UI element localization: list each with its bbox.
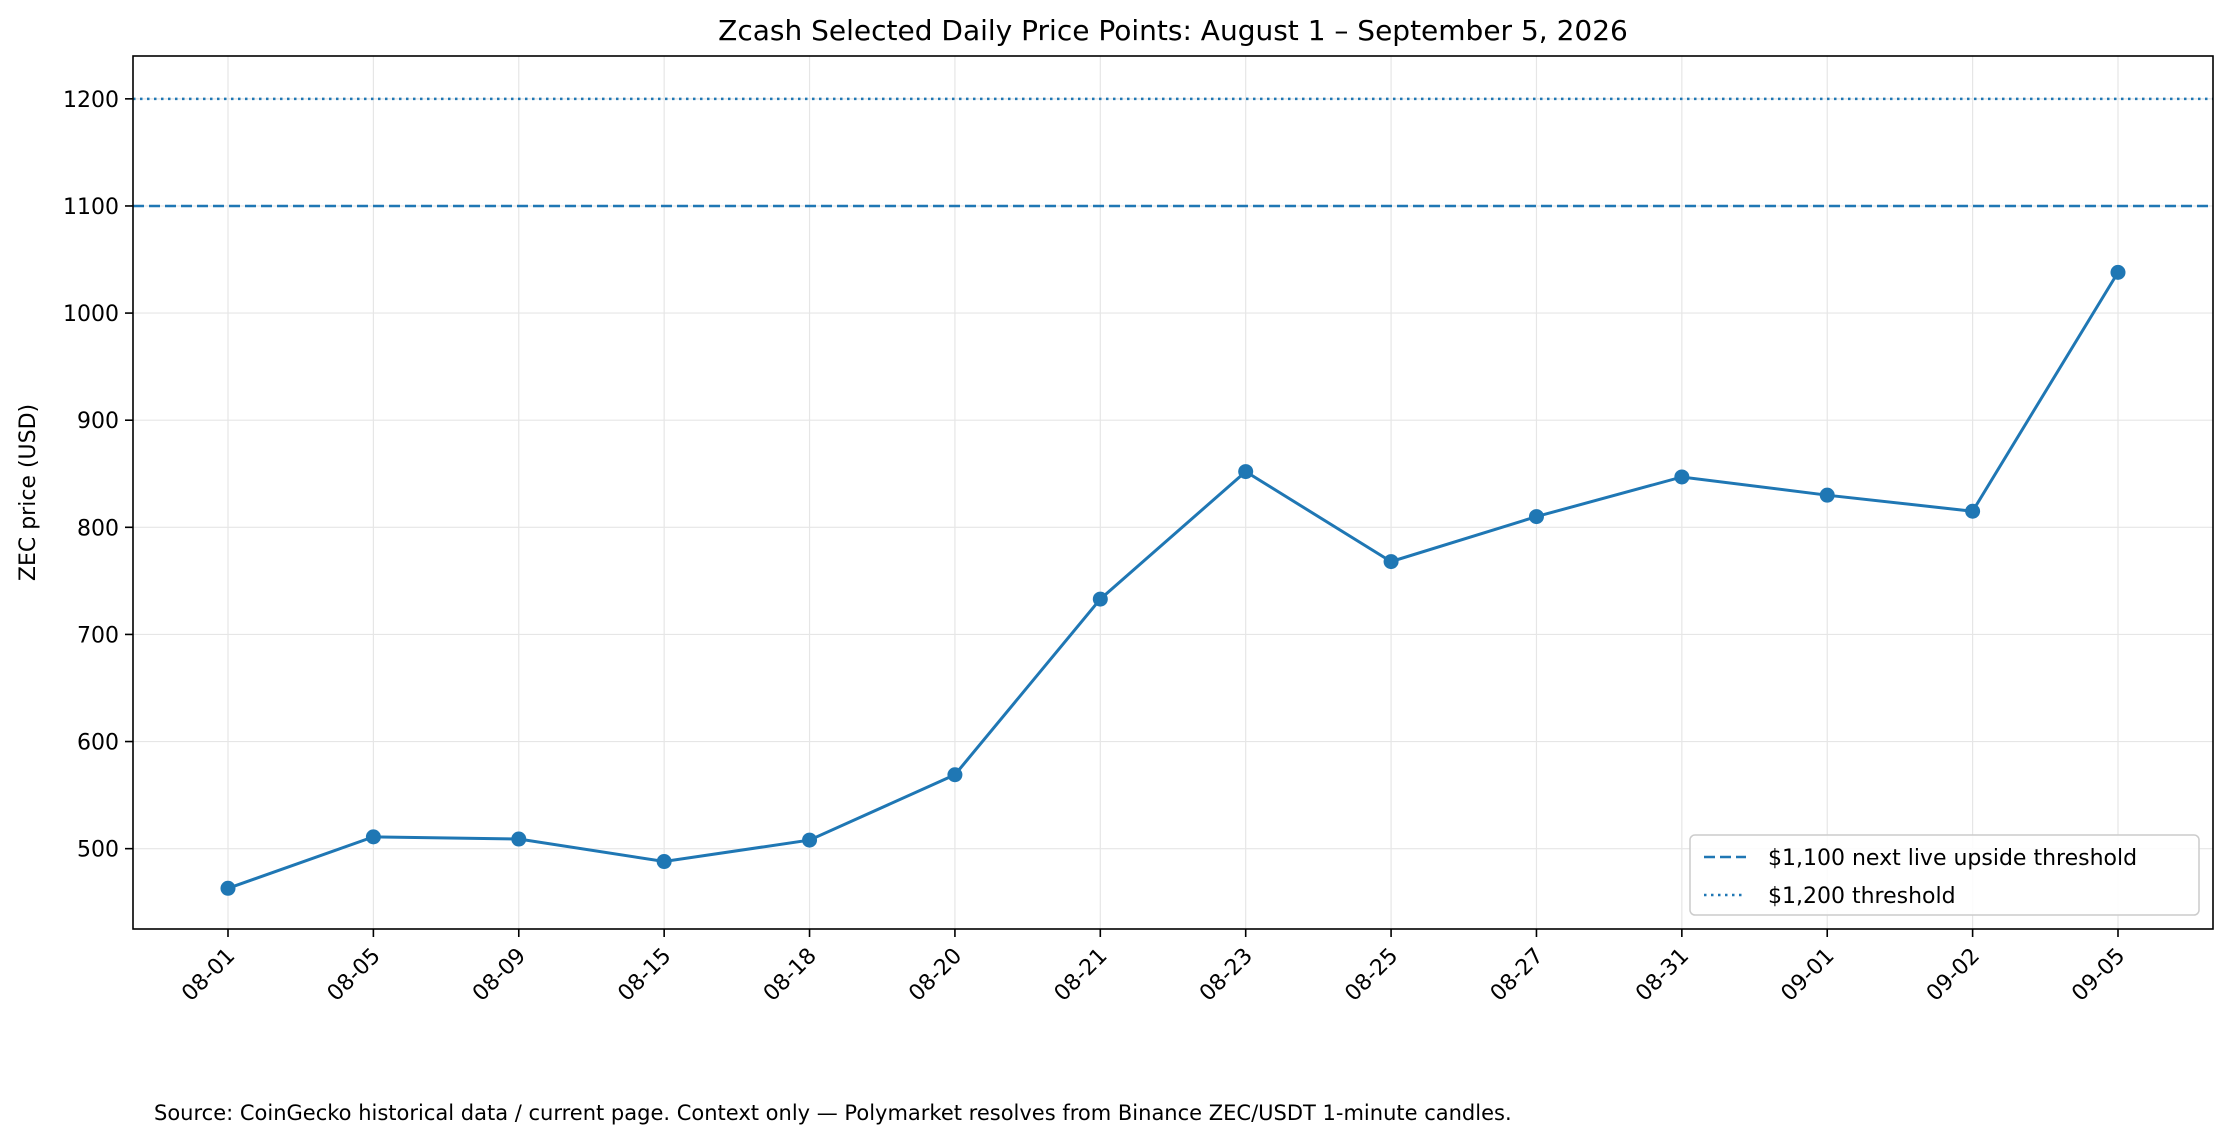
x-tick-label: 08-15 xyxy=(614,944,677,1007)
x-tick-label: 08-23 xyxy=(1195,944,1258,1007)
x-tick-label: 09-05 xyxy=(2067,944,2130,1007)
y-tick-label: 900 xyxy=(77,409,119,434)
y-tick-label: 600 xyxy=(77,731,119,756)
data-point xyxy=(1092,591,1108,607)
x-tick-label: 08-01 xyxy=(177,944,240,1007)
y-tick-label: 500 xyxy=(77,838,119,863)
x-tick-label: 08-25 xyxy=(1340,944,1403,1007)
series-line xyxy=(227,271,2120,890)
data-point xyxy=(1965,503,1981,519)
x-tick-label: 08-09 xyxy=(468,944,531,1007)
x-tick-label: 08-18 xyxy=(759,944,822,1007)
x-tick-label: 09-02 xyxy=(1922,944,1985,1007)
data-point xyxy=(656,854,672,870)
data-point xyxy=(1383,554,1399,570)
data-point xyxy=(365,829,381,845)
y-tick-label: 1200 xyxy=(63,88,119,113)
legend-box xyxy=(1689,834,2200,916)
chart-title: Zcash Selected Daily Price Points: Augus… xyxy=(718,14,1628,47)
x-tick-label: 08-20 xyxy=(904,944,967,1007)
y-axis-label: ZEC price (USD) xyxy=(16,404,41,581)
legend-label: $1,200 threshold xyxy=(1768,884,1956,909)
data-point xyxy=(802,832,818,848)
data-point xyxy=(2110,264,2126,280)
x-tick-label: 08-05 xyxy=(323,944,386,1007)
y-tick-label: 1000 xyxy=(63,302,119,327)
x-tick-label: 09-01 xyxy=(1777,944,1840,1007)
plot-frame xyxy=(132,55,2214,930)
x-tick-label: 08-21 xyxy=(1050,944,1113,1007)
data-point xyxy=(1674,469,1690,485)
data-point xyxy=(1528,509,1544,525)
y-tick-label: 800 xyxy=(77,516,119,541)
x-tick-label: 08-31 xyxy=(1631,944,1694,1007)
data-point xyxy=(1819,487,1835,503)
data-point xyxy=(1238,464,1254,480)
legend-label: $1,100 next live upside threshold xyxy=(1768,846,2137,871)
plot-area: 500 600 700 800 900 1000 1100 1200 08-01 08-05 08-… xyxy=(63,55,2214,1007)
source-note: Source: CoinGecko historical data / curr… xyxy=(154,1101,1512,1125)
data-point xyxy=(511,831,527,847)
data-point xyxy=(947,767,963,783)
x-tick-label: 08-27 xyxy=(1486,944,1549,1007)
y-tick-label: 700 xyxy=(77,623,119,648)
data-point xyxy=(220,880,236,896)
y-tick-label: 1100 xyxy=(63,195,119,220)
